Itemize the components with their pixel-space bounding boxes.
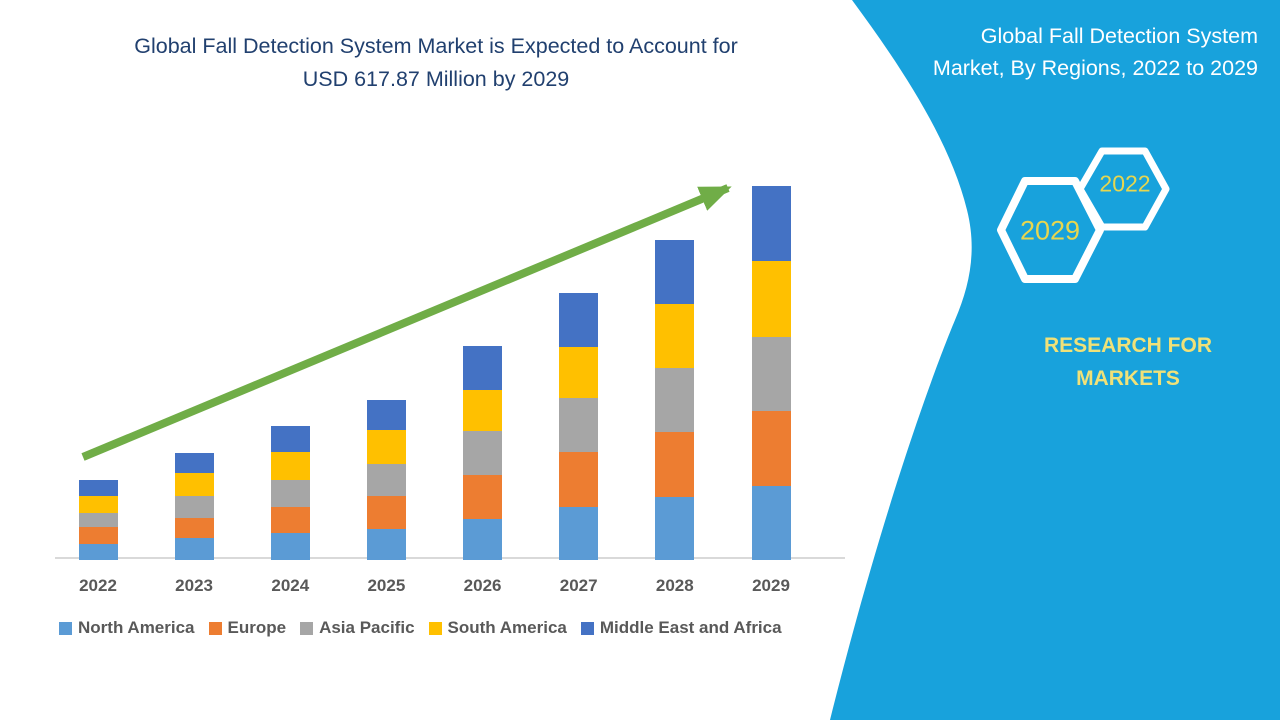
bar-segment-2024-south-america	[270, 452, 310, 481]
legend-swatch-south-america	[428, 621, 442, 635]
bar-2027	[559, 293, 599, 560]
bar-segment-2025-south-america	[366, 430, 406, 465]
bar-segment-2028-europe	[655, 432, 695, 497]
bar-segment-2026-north-america	[463, 518, 503, 560]
x-axis-label-2025: 2025	[367, 576, 406, 595]
bar-segment-2023-europe	[174, 517, 214, 539]
legend-label-north-america: North America	[78, 618, 195, 637]
bar-2024	[270, 425, 310, 560]
legend-item-south-america: South America	[428, 618, 567, 638]
bar-segment-2027-north-america	[559, 506, 599, 560]
bar-2022	[78, 480, 118, 560]
bar-segment-2028-asia-pacific	[655, 368, 695, 433]
bar-2029	[751, 186, 791, 560]
x-axis-label-2027: 2027	[559, 576, 598, 595]
legend-label-middle-east-and-africa: Middle East and Africa	[599, 618, 782, 637]
bar-segment-2026-south-america	[463, 389, 503, 432]
legend-item-north-america: North America	[59, 618, 195, 638]
bar-segment-2023-asia-pacific	[174, 495, 214, 518]
legend-swatch-middle-east-and-africa	[580, 621, 594, 635]
bar-segment-2024-europe	[270, 506, 310, 534]
bar-2026	[463, 346, 503, 560]
legend-item-asia-pacific: Asia Pacific	[300, 618, 415, 638]
bar-segment-2022-europe	[78, 527, 118, 545]
bar-segment-2022-asia-pacific	[78, 512, 118, 528]
bar-segment-2028-middle-east-and-africa	[655, 240, 695, 304]
bar-segment-2025-middle-east-and-africa	[366, 399, 406, 431]
bar-2023	[174, 452, 214, 560]
side-panel-title: Global Fall Detection System Market, By …	[932, 24, 1258, 80]
bar-segment-2025-asia-pacific	[366, 464, 406, 496]
bar-segment-2023-north-america	[174, 538, 214, 560]
bar-segment-2024-asia-pacific	[270, 480, 310, 507]
x-axis-label-2028: 2028	[655, 576, 694, 595]
bar-segment-2023-south-america	[174, 472, 214, 496]
bar-2028	[655, 240, 695, 560]
legend-swatch-north-america	[59, 621, 72, 635]
bar-2025	[366, 399, 406, 560]
bar-segment-2029-north-america	[751, 485, 791, 560]
chart-title-line2: USD 617.87 Million by 2029	[302, 67, 570, 91]
hexagon-2022-label: 2022	[1099, 170, 1151, 197]
bar-segment-2024-middle-east-and-africa	[270, 425, 310, 453]
bar-segment-2026-middle-east-and-africa	[463, 346, 503, 390]
bar-segment-2029-europe	[751, 411, 791, 486]
legend-item-middle-east-and-africa: Middle East and Africa	[580, 618, 782, 638]
brand-text: RESEARCH FOR MARKETS	[1043, 334, 1212, 390]
legend-label-europe: Europe	[227, 618, 287, 637]
hexagon-2029-label: 2029	[1019, 215, 1081, 246]
bar-segment-2029-south-america	[751, 261, 791, 337]
bar-segment-2026-asia-pacific	[463, 431, 503, 476]
bar-segment-2027-middle-east-and-africa	[559, 293, 599, 347]
x-axis-label-2022: 2022	[79, 576, 117, 595]
x-axis-line	[55, 557, 845, 559]
legend-item-europe: Europe	[208, 618, 287, 638]
bar-segment-2022-north-america	[78, 544, 118, 560]
x-axis-label-2029: 2029	[752, 576, 790, 595]
bar-segment-2022-south-america	[78, 496, 118, 513]
legend-swatch-asia-pacific	[300, 621, 314, 635]
plot-area: 2022 2023 2024 2025 2026 2027 2028 2029	[55, 186, 845, 595]
legend-swatch-europe	[208, 621, 222, 635]
chart-title: Global Fall Detection System Market is E…	[60, 30, 812, 96]
bar-segment-2022-middle-east-and-africa	[78, 480, 118, 497]
bar-segment-2029-asia-pacific	[751, 337, 791, 411]
bar-segment-2023-middle-east-and-africa	[174, 452, 214, 473]
x-axis-label-2023: 2023	[175, 576, 213, 595]
bar-segment-2025-north-america	[366, 529, 406, 560]
bar-segment-2027-europe	[559, 451, 599, 507]
bar-segment-2028-north-america	[655, 497, 695, 560]
chart-title-line1: Global Fall Detection System Market is E…	[134, 34, 738, 58]
legend-label-south-america: South America	[447, 618, 567, 637]
bar-segment-2026-europe	[463, 475, 503, 519]
bar-segment-2024-north-america	[270, 533, 310, 560]
legend: North America Europe Asia Pacific South Ame…	[59, 618, 782, 638]
bar-segment-2025-europe	[366, 495, 406, 530]
x-axis-label-2024: 2024	[271, 576, 310, 595]
bar-segment-2027-south-america	[559, 346, 599, 398]
bar-segment-2028-south-america	[655, 303, 695, 369]
legend-label-asia-pacific: Asia Pacific	[319, 618, 415, 637]
bar-segment-2029-middle-east-and-africa	[751, 186, 791, 261]
x-axis-label-2026: 2026	[463, 576, 502, 595]
bar-segment-2027-asia-pacific	[559, 397, 599, 452]
